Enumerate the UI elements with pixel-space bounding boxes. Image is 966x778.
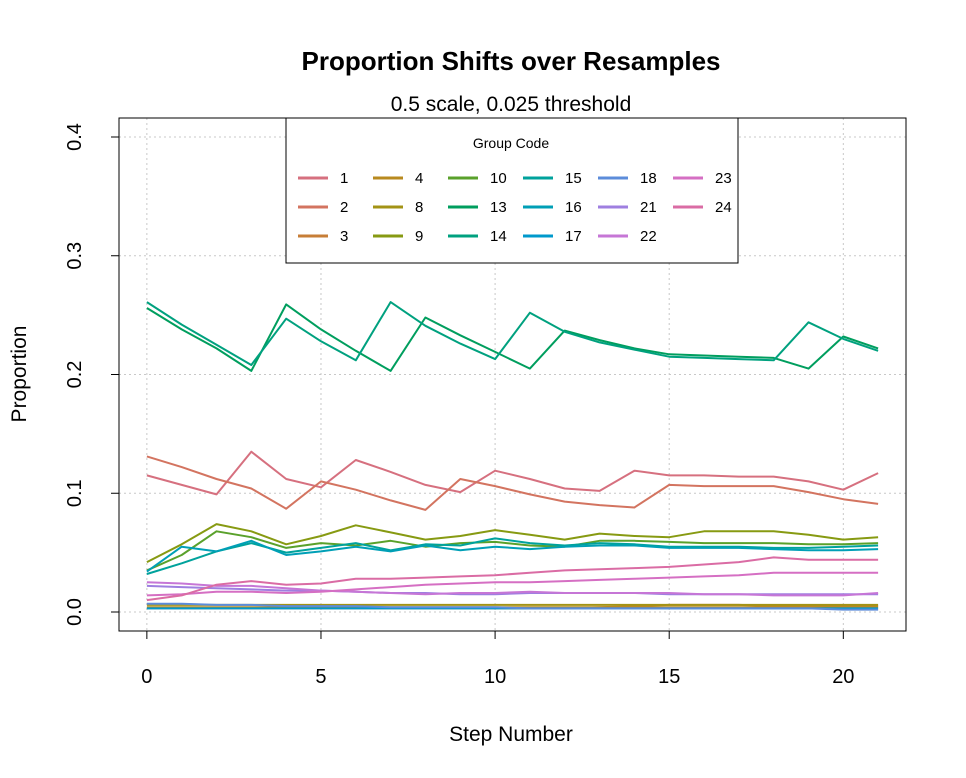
y-tick-label: 0.2 [64, 361, 86, 389]
x-tick-label: 5 [315, 666, 326, 688]
legend-label-24: 24 [715, 199, 732, 216]
legend-label-2: 2 [340, 199, 348, 216]
legend-label-9: 9 [415, 228, 423, 245]
series-line-14 [146, 301, 879, 366]
legend-box [285, 117, 739, 264]
legend-label-14: 14 [490, 228, 507, 245]
legend-label-15: 15 [565, 170, 582, 187]
series-line-24 [146, 556, 879, 602]
legend-label-4: 4 [415, 170, 423, 187]
series-line-23 [146, 571, 879, 597]
legend-label-18: 18 [640, 170, 657, 187]
legend-label-8: 8 [415, 199, 423, 216]
x-tick-label: 20 [832, 666, 854, 688]
legend-label-1: 1 [340, 170, 348, 187]
legend-label-16: 16 [565, 199, 582, 216]
legend-label-22: 22 [640, 228, 657, 245]
series-line-2 [146, 455, 879, 511]
x-tick-label: 10 [484, 666, 506, 688]
series-line-10 [146, 530, 879, 572]
series-line-9 [146, 523, 879, 563]
x-axis-label: Step Number [449, 723, 573, 746]
y-tick-label: 0.1 [64, 479, 86, 507]
y-axis-label: Proportion [8, 326, 31, 423]
chart-title: Proportion Shifts over Resamples [302, 46, 721, 76]
y-tick-label: 0.4 [64, 123, 86, 151]
series-line-18 [146, 602, 879, 611]
legend-title: Group Code [473, 135, 549, 151]
y-tick-label: 0.3 [64, 242, 86, 270]
series-lines [146, 301, 879, 611]
legend-label-3: 3 [340, 228, 348, 245]
series-line-22 [146, 581, 879, 597]
chart-subtitle: 0.5 scale, 0.025 threshold [391, 93, 632, 116]
axis-ticks: 0 5 10 15 20 0.0 0.1 0.2 0.3 0.4 [64, 123, 854, 688]
series-line-13 [146, 303, 879, 372]
legend-label-17: 17 [565, 228, 582, 245]
y-tick-label: 0.0 [64, 598, 86, 626]
legend-label-23: 23 [715, 170, 732, 187]
legend-label-10: 10 [490, 170, 507, 187]
series-line-16 [146, 539, 879, 573]
x-tick-label: 0 [141, 666, 152, 688]
legend-label-13: 13 [490, 199, 507, 216]
series-line-1 [146, 450, 879, 496]
legend-label-21: 21 [640, 199, 657, 216]
x-tick-label: 15 [658, 666, 680, 688]
